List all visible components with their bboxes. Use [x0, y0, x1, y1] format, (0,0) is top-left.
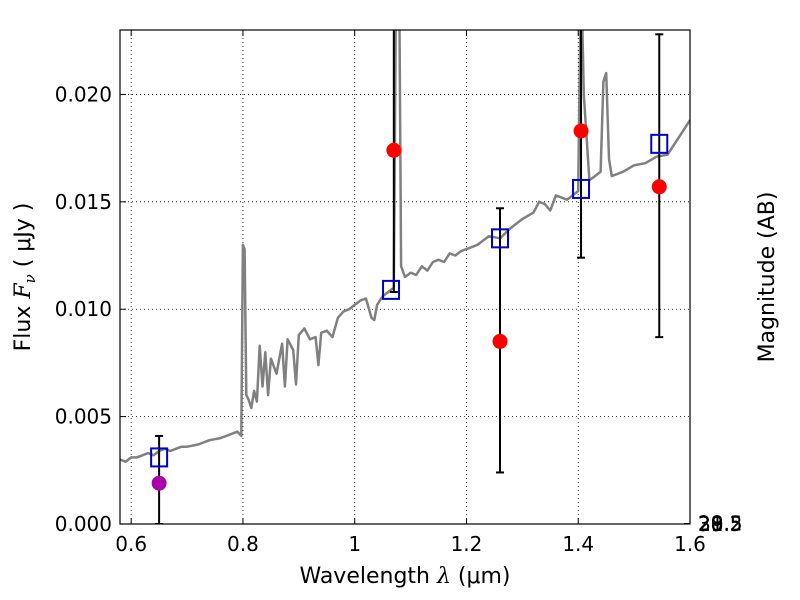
y2-tick-label: 31	[698, 512, 723, 536]
y2-tick-label: 30	[698, 512, 723, 536]
plot-area	[120, 30, 690, 524]
spectrum-line	[120, 30, 690, 463]
observed-point	[651, 179, 667, 195]
model-photometry-square	[150, 447, 169, 468]
y-tick-label: 0.010	[55, 297, 112, 321]
y2-tick-label: 28.5	[698, 512, 743, 536]
model-photometry-square	[572, 178, 591, 199]
observed-points	[151, 123, 667, 491]
model-photometry-square	[650, 133, 669, 154]
model-photometry-points	[150, 133, 669, 468]
y2-tick-label: 29	[698, 512, 723, 536]
x-tick-label: 0.6	[115, 532, 147, 556]
y2-tick-label: 28.2	[698, 512, 743, 536]
model-photometry-square	[382, 279, 401, 300]
observed-point	[151, 475, 167, 491]
x-tick-label: 0.8	[227, 532, 259, 556]
observed-point	[492, 333, 508, 349]
observed-point	[573, 123, 589, 139]
x-tick-label: 1	[348, 532, 361, 556]
y-tick-label: 0.005	[55, 405, 112, 429]
y-tick-label: 0.020	[55, 82, 112, 106]
y2-tick-label: 28	[698, 512, 723, 536]
model-photometry-square	[491, 228, 509, 249]
x-tick-label: 1.4	[562, 532, 594, 556]
x-axis: 0.6 0.8 1 1.2 1.4 1.6	[115, 30, 706, 556]
x-axis-title: Wavelength λ (μm)	[299, 564, 510, 589]
observed-point	[386, 142, 402, 158]
x-tick-label: 1.2	[451, 532, 483, 556]
x-tick-label: 1.6	[674, 532, 706, 556]
y-axis-left: 0.000 0.005 0.010 0.015 0.020	[55, 82, 126, 536]
y-axis-title: Flux Fν ( μJy )	[11, 203, 39, 352]
y2-tick-label: 29.5	[698, 512, 743, 536]
y2-axis-title: Magnitude (AB)	[755, 192, 780, 363]
plot-frame	[119, 29, 691, 525]
y-tick-label: 0.000	[55, 512, 112, 536]
y-tick-label: 0.015	[55, 190, 112, 214]
